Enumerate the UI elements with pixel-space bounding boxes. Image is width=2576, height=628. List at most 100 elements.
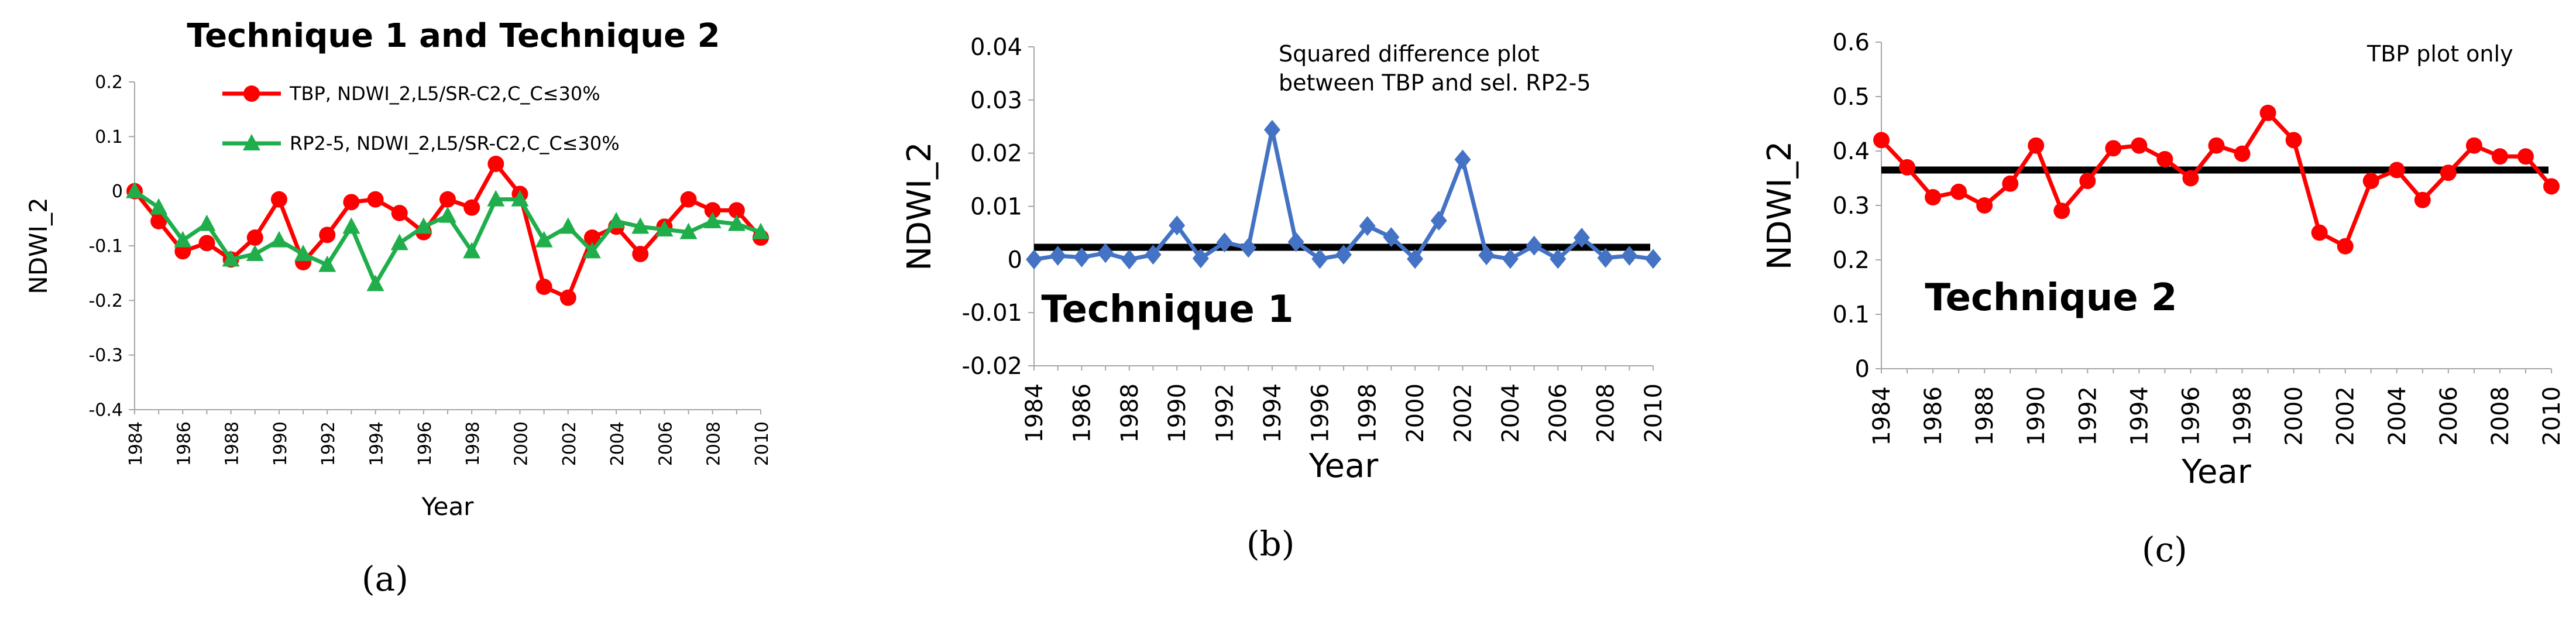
- data-point: [1311, 249, 1328, 269]
- legend-label: RP2-5, NDWI_2,L5/SR-C2,C_C≤30%: [290, 132, 620, 155]
- y-tick-label: 0: [1855, 356, 1870, 383]
- legend-marker: [243, 134, 260, 150]
- legend-label: TBP, NDWI_2,L5/SR-C2,C_C≤30%: [289, 83, 600, 105]
- y-tick-label: 0: [1008, 246, 1022, 273]
- x-axis-title: Year: [2181, 453, 2252, 491]
- x-tick-label: 1988: [222, 421, 243, 466]
- data-point: [2285, 132, 2302, 149]
- chart-c: 0.6 0.5 0.4 0.3 0.2 0.1 0 1984 1986 1988 1990 1992 1…: [1761, 29, 2565, 491]
- x-tick-label: 2004: [1497, 383, 1524, 443]
- data-point: [367, 191, 384, 208]
- data-point: [463, 242, 481, 259]
- data-point: [2414, 191, 2431, 208]
- data-point: [2105, 140, 2122, 157]
- chart-b: 0.04 0.03 0.02 0.01 0 -0.01 -0.02 1984 1986 1988 1…: [901, 34, 1667, 485]
- data-point: [2156, 150, 2173, 167]
- data-point: [607, 212, 626, 228]
- data-point: [680, 191, 697, 208]
- data-point: [727, 214, 746, 231]
- data-point: [1073, 247, 1090, 267]
- x-tick-label: 1986: [174, 421, 194, 466]
- y-tick-label: 0.2: [95, 73, 123, 93]
- x-tick-label: 1992: [318, 421, 339, 466]
- data-point: [2337, 238, 2354, 255]
- data-point: [1121, 249, 1138, 270]
- y-tick-label: 0.2: [1832, 247, 1870, 274]
- chart-title: Technique 2: [1925, 276, 2177, 320]
- x-tick-label: 2000: [2281, 386, 2308, 446]
- x-tick-label: 2002: [559, 421, 580, 466]
- data-point: [150, 198, 168, 215]
- y-axis-title: NDWI_2: [901, 142, 939, 271]
- data-point: [1216, 232, 1233, 253]
- data-point: [2028, 137, 2045, 154]
- data-point: [2131, 137, 2148, 154]
- data-point: [704, 202, 721, 219]
- data-point: [1026, 249, 1042, 270]
- x-tick-label: 2000: [511, 421, 531, 466]
- y-tick-label: -0.2: [88, 291, 123, 311]
- x-tick-label: 1994: [367, 421, 387, 466]
- data-point: [439, 191, 456, 208]
- x-tick-label: 2010: [752, 421, 772, 466]
- y-tick-label: 0.5: [1832, 84, 1870, 111]
- data-point: [1192, 248, 1209, 269]
- y-tick-label: 0.6: [1832, 29, 1870, 56]
- x-tick-label: 1992: [1212, 383, 1239, 443]
- data-point: [2002, 175, 2019, 192]
- data-point: [222, 250, 240, 267]
- data-point: [535, 231, 553, 248]
- data-point: [2388, 162, 2405, 179]
- x-tick-label: 2002: [2333, 386, 2359, 446]
- data-point: [246, 229, 263, 246]
- data-point: [2543, 178, 2560, 195]
- data-point: [366, 274, 384, 291]
- data-point: [679, 222, 698, 239]
- x-axis-title: Year: [421, 492, 475, 521]
- data-point: [2079, 173, 2096, 190]
- data-point: [1550, 249, 1567, 269]
- chart-annotation: between TBP and sel. RP2-5: [1279, 70, 1591, 95]
- x-tick-label: 2008: [1593, 383, 1620, 443]
- data-point: [198, 214, 216, 231]
- data-point: [511, 190, 529, 207]
- y-tick-label: 0.1: [95, 127, 123, 147]
- x-tick-label: 2002: [1450, 383, 1476, 443]
- data-point: [318, 255, 336, 272]
- x-tick-label: 1988: [1117, 383, 1143, 443]
- y-tick-label: 0.02: [970, 140, 1022, 167]
- data-point: [342, 217, 360, 234]
- data-point: [2362, 173, 2379, 190]
- data-point: [583, 229, 600, 246]
- chart-annotation: TBP plot only: [2367, 41, 2513, 67]
- data-point: [535, 279, 552, 295]
- y-tick-label: -0.02: [962, 353, 1023, 380]
- x-tick-label: 2000: [1402, 383, 1429, 443]
- data-point: [463, 199, 480, 216]
- chart-title: Technique 1 and Technique 2: [187, 17, 720, 55]
- x-tick-label: 1990: [1164, 383, 1191, 443]
- data-point: [1145, 245, 1162, 265]
- y-tick-label: 0.1: [1832, 301, 1870, 328]
- legend-marker: [243, 85, 260, 102]
- data-point: [559, 217, 577, 234]
- data-point: [2440, 164, 2457, 181]
- x-tick-label: 2008: [2487, 386, 2514, 446]
- x-axis-title: Year: [1308, 447, 1379, 485]
- x-tick-label: 1986: [1069, 383, 1095, 443]
- data-point: [1359, 216, 1376, 236]
- data-point: [1169, 215, 1186, 236]
- x-tick-label: 2010: [1640, 383, 1667, 443]
- data-point: [270, 191, 287, 208]
- x-tick-label: 2010: [2539, 386, 2565, 446]
- y-tick-label: 0: [112, 181, 123, 202]
- data-point: [752, 222, 770, 239]
- data-point: [1240, 238, 1257, 258]
- data-point: [1873, 132, 1890, 149]
- chart-title: Technique 1: [1041, 288, 1293, 331]
- data-point: [2259, 104, 2276, 121]
- y-tick-label: 0.03: [970, 87, 1022, 114]
- y-tick-label: -0.1: [88, 236, 123, 257]
- x-tick-label: 1984: [126, 421, 146, 466]
